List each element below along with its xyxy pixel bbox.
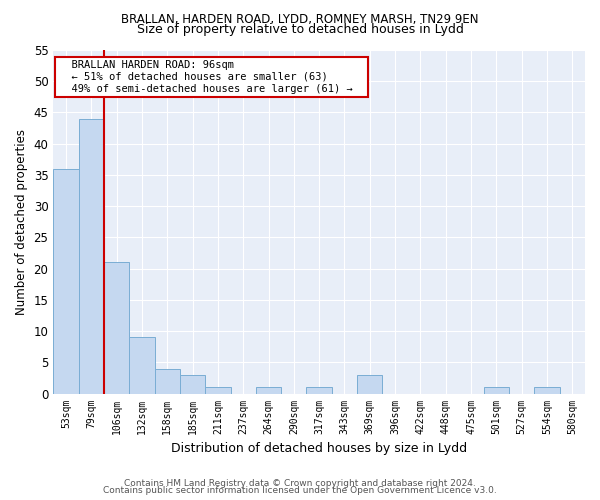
Y-axis label: Number of detached properties: Number of detached properties — [15, 129, 28, 315]
Bar — [104, 262, 129, 394]
Bar — [484, 388, 509, 394]
Bar — [53, 168, 79, 394]
Bar — [535, 388, 560, 394]
Bar — [256, 388, 281, 394]
Text: Size of property relative to detached houses in Lydd: Size of property relative to detached ho… — [137, 22, 463, 36]
Bar — [357, 375, 382, 394]
Bar — [79, 118, 104, 394]
Text: Contains public sector information licensed under the Open Government Licence v3: Contains public sector information licen… — [103, 486, 497, 495]
Bar — [205, 388, 230, 394]
Bar — [155, 368, 180, 394]
X-axis label: Distribution of detached houses by size in Lydd: Distribution of detached houses by size … — [171, 442, 467, 455]
Bar — [307, 388, 332, 394]
Bar — [180, 375, 205, 394]
Text: BRALLAN, HARDEN ROAD, LYDD, ROMNEY MARSH, TN29 9EN: BRALLAN, HARDEN ROAD, LYDD, ROMNEY MARSH… — [121, 12, 479, 26]
Bar — [129, 338, 155, 394]
Text: BRALLAN HARDEN ROAD: 96sqm  
  ← 51% of detached houses are smaller (63)  
  49%: BRALLAN HARDEN ROAD: 96sqm ← 51% of deta… — [59, 60, 365, 94]
Text: Contains HM Land Registry data © Crown copyright and database right 2024.: Contains HM Land Registry data © Crown c… — [124, 478, 476, 488]
